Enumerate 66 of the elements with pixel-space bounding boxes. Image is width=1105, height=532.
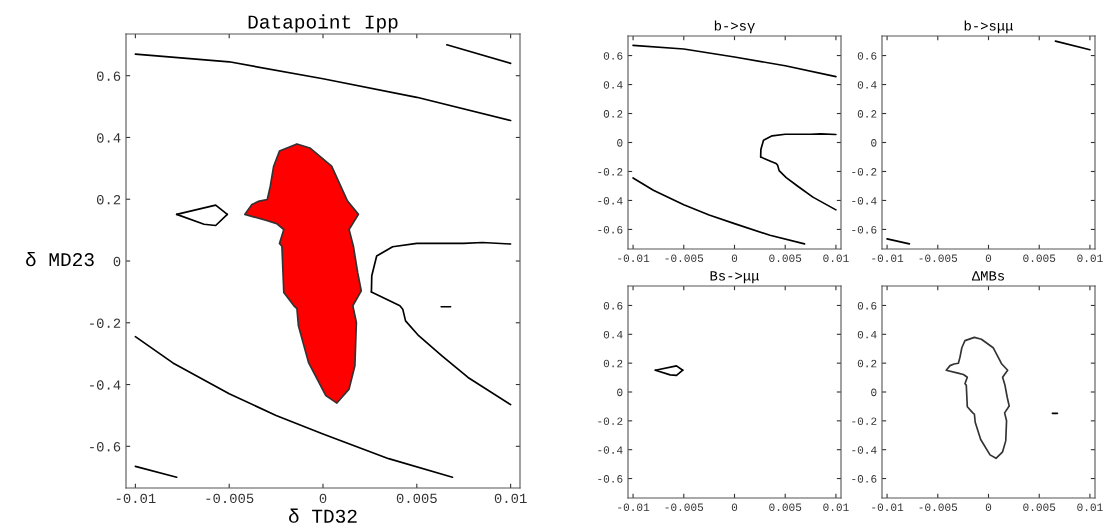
y-tick-label: -0.4 (598, 446, 623, 454)
y-tick-label: 0.6 (96, 71, 121, 81)
x-tick-label: 0.005 (396, 493, 437, 504)
x-tick-label: -0.01 (618, 503, 650, 512)
y-tick-label: 0 (871, 139, 877, 147)
chart-title: b->sγ (714, 20, 755, 34)
x-tick-label: 0.01 (823, 503, 849, 512)
y-tick-label: -0.4 (90, 380, 121, 390)
y-tick-label: 0.2 (96, 194, 121, 205)
chart-title: ΔMBs (971, 271, 1005, 281)
x-tick-label: -0.01 (872, 503, 904, 512)
x-tick-label: -0.005 (665, 254, 704, 263)
y-tick-label: -0.2 (598, 168, 623, 176)
x-tick-label: 0 (985, 503, 992, 512)
y-tick-label: -0.2 (852, 417, 877, 425)
y-tick-label: -0.4 (852, 446, 877, 454)
chart-title: b->sμμ (964, 20, 1013, 34)
x-tick-label: 0.005 (1023, 503, 1056, 512)
y-tick-label: -0.6 (90, 442, 121, 452)
x-tick-label: -0.01 (872, 254, 904, 263)
y-tick-label: 0 (871, 388, 877, 397)
y-tick-label: -0.6 (852, 475, 877, 483)
x-tick-label: 0.005 (1023, 254, 1056, 263)
y-tick-label: -0.2 (90, 318, 121, 328)
x-tick-label: -0.01 (116, 493, 156, 504)
y-tick-label: 0.2 (603, 359, 623, 368)
x-tick-label: 0.005 (769, 254, 802, 263)
x-tick-label: 0.01 (823, 254, 849, 263)
y-tick-label: 0.2 (857, 359, 877, 368)
y-tick-label: 0 (617, 139, 623, 147)
x-tick-label: 0.01 (494, 493, 527, 504)
x-tick-label: 0.01 (1077, 254, 1103, 263)
y-tick-label: 0.4 (603, 81, 623, 89)
x-tick-label: 0 (985, 254, 992, 263)
x-tick-label: 0 (731, 254, 738, 263)
y-tick-label: -0.4 (852, 197, 877, 205)
x-axis-title: δ TD32 (289, 508, 357, 523)
y-axis-title: δ MD23 (26, 251, 94, 267)
y-tick-label: -0.6 (598, 226, 623, 234)
y-tick-label: -0.2 (852, 168, 877, 176)
y-tick-label: 0.4 (603, 330, 623, 339)
x-tick-label: -0.005 (206, 493, 254, 504)
y-tick-label: 0.2 (603, 110, 623, 118)
x-tick-label: -0.005 (665, 503, 704, 512)
x-tick-label: 0.01 (1077, 503, 1103, 512)
y-tick-label: 0.4 (857, 81, 877, 89)
y-tick-label: -0.6 (598, 475, 623, 483)
y-tick-label: 0.4 (96, 133, 121, 143)
chart-title: Bs->μμ (710, 271, 759, 284)
x-tick-label: 0 (319, 493, 327, 504)
chart-title: Datapoint Ipp (248, 14, 398, 33)
y-tick-label: 0.6 (603, 302, 623, 310)
y-tick-label: -0.6 (852, 226, 877, 234)
y-tick-label: 0.6 (857, 52, 877, 60)
y-tick-label: -0.4 (598, 197, 623, 205)
x-tick-label: 0.005 (769, 503, 802, 512)
x-tick-label: -0.005 (919, 254, 958, 263)
x-tick-label: -0.01 (618, 254, 650, 263)
x-tick-label: 0 (731, 503, 738, 512)
y-tick-label: 0.2 (857, 110, 877, 118)
y-tick-label: 0 (617, 388, 623, 397)
y-tick-label: 0.6 (603, 52, 623, 60)
y-tick-label: -0.2 (598, 417, 623, 425)
y-tick-label: 0.4 (857, 330, 877, 339)
x-tick-label: -0.005 (919, 503, 958, 512)
y-tick-label: 0.6 (857, 302, 877, 310)
